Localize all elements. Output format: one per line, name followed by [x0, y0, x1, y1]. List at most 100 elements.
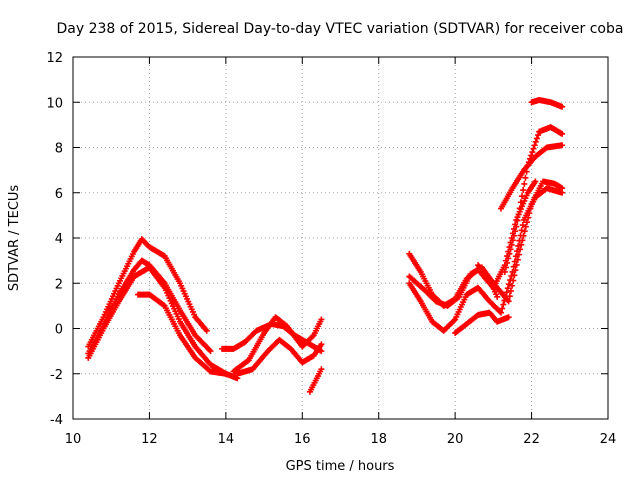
data-point	[309, 333, 316, 340]
series-track-8	[306, 366, 325, 395]
data-point	[515, 211, 522, 218]
data-point	[507, 246, 514, 253]
series-track-12	[452, 309, 512, 337]
y-tick-label: 0	[55, 323, 63, 338]
data-point	[513, 261, 520, 268]
series-track-15	[501, 124, 566, 275]
x-tick-label: 12	[141, 432, 158, 447]
data-point	[530, 145, 537, 152]
data-point	[523, 168, 530, 175]
data-point	[515, 251, 522, 258]
series-track-1	[85, 236, 210, 350]
data-point	[504, 259, 511, 266]
data-point	[521, 180, 528, 187]
data-point	[559, 103, 566, 110]
data-point	[510, 263, 517, 270]
data-point	[535, 132, 542, 139]
data-point	[498, 309, 504, 316]
series-track-11	[406, 185, 566, 334]
series-track-3	[85, 264, 241, 382]
x-tick-label: 10	[65, 432, 82, 447]
data-point	[507, 287, 514, 294]
data-point	[501, 268, 508, 275]
y-tick-label: 4	[55, 232, 63, 247]
data-point	[520, 187, 527, 194]
data-point	[529, 149, 536, 156]
y-tick-label: 10	[46, 96, 63, 111]
data-point	[519, 193, 526, 200]
data-point	[559, 142, 566, 149]
data-point	[528, 152, 535, 159]
data-point	[510, 232, 517, 239]
data-point	[203, 327, 210, 334]
data-point	[507, 277, 514, 284]
x-axis-label: GPS time / hours	[286, 459, 395, 474]
data-point	[505, 314, 512, 321]
data-point	[525, 159, 532, 166]
data-point	[522, 174, 529, 181]
data-point	[518, 241, 525, 248]
data-point	[531, 142, 538, 149]
y-tick-label: 2	[55, 277, 63, 292]
data-point	[517, 232, 524, 239]
data-point	[533, 135, 540, 142]
data-point	[502, 264, 509, 271]
x-tick-label: 22	[523, 432, 540, 447]
data-point	[506, 281, 513, 288]
y-tick-label: 6	[55, 187, 63, 202]
data-point	[509, 282, 516, 289]
data-point	[517, 246, 524, 253]
series-track-6	[230, 314, 325, 375]
data-point	[514, 248, 521, 255]
data-point	[512, 228, 519, 235]
data-point	[503, 289, 510, 296]
data-point	[505, 298, 512, 305]
plot-area	[85, 96, 566, 395]
data-point	[222, 370, 229, 377]
grid	[73, 57, 608, 419]
data-point	[501, 297, 508, 304]
data-point	[516, 237, 523, 244]
data-point	[318, 316, 325, 323]
data-point	[502, 293, 509, 300]
y-tick-label: 12	[46, 51, 63, 66]
data-point	[504, 285, 511, 292]
plot-frame	[72, 56, 609, 420]
data-point	[532, 138, 539, 145]
x-tick-label: 24	[600, 432, 617, 447]
data-point	[522, 223, 529, 230]
data-point	[500, 301, 507, 308]
series-track-4	[134, 291, 229, 377]
y-tick-labels: -4 -2 0 2 4 6 8 10 12	[46, 51, 63, 428]
data-point	[521, 228, 528, 235]
series-track-16	[528, 96, 566, 110]
data-point	[499, 305, 506, 312]
y-tick-label: -2	[50, 368, 63, 383]
data-point	[512, 253, 519, 260]
data-point	[517, 199, 524, 206]
data-point	[518, 227, 525, 234]
chart-title: Day 238 of 2015, Sidereal Day-to-day VTE…	[57, 21, 624, 37]
data-point	[505, 255, 512, 262]
y-tick-label: -4	[50, 413, 63, 428]
data-point	[524, 162, 531, 169]
data-point	[512, 267, 519, 274]
data-point	[454, 294, 461, 301]
data-point	[511, 258, 518, 265]
data-point	[559, 189, 566, 196]
x-tick-label: 14	[218, 432, 235, 447]
data-point	[513, 223, 520, 230]
data-point	[207, 348, 214, 355]
data-point	[527, 155, 534, 162]
data-point	[514, 256, 521, 263]
data-point	[450, 317, 457, 324]
series-track-13	[475, 262, 501, 300]
data-point	[318, 366, 325, 373]
y-tick-label: 8	[55, 142, 63, 157]
data-point	[509, 237, 516, 244]
data-point	[559, 130, 566, 137]
x-tick-labels: 10 12 14 16 18 20 22 24	[65, 432, 617, 447]
x-tick-label: 20	[447, 432, 464, 447]
data-point	[508, 273, 515, 280]
data-point	[160, 302, 167, 309]
